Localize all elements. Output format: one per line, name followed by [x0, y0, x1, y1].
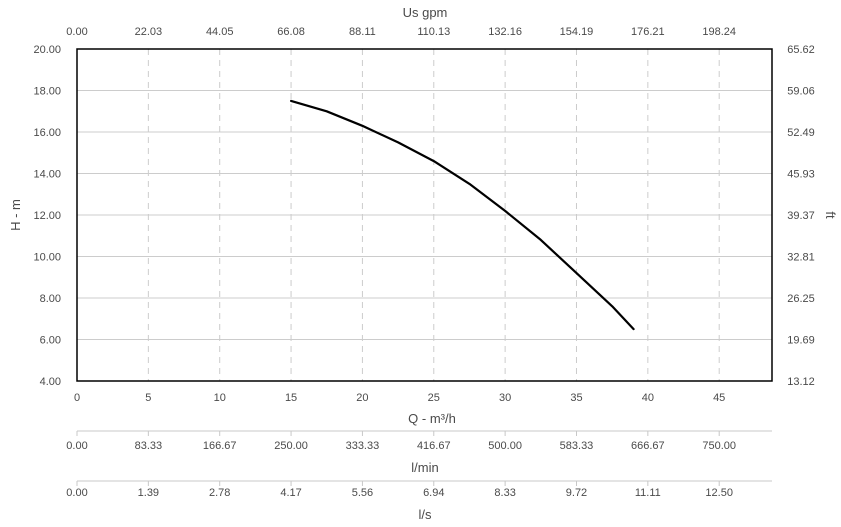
top-tick-label: 88.11	[349, 26, 376, 38]
ls-tick-label: 2.78	[209, 487, 230, 499]
lmin-tick-label: 666.67	[631, 440, 665, 452]
left-tick-label: 20.00	[33, 44, 61, 56]
left-tick-label: 6.00	[40, 335, 61, 347]
top-axis-title: Us gpm	[403, 5, 448, 20]
ls-tick-label: 8.33	[494, 487, 515, 499]
top-tick-label: 154.19	[560, 26, 594, 38]
left-tick-label: 12.00	[33, 210, 61, 222]
lmin-tick-label: 166.67	[203, 440, 237, 452]
bottom-tick-label: 20	[356, 392, 368, 404]
right-axis-ticks: 13.12 19.69 26.25 32.81 39.37 45.93 52.49 59.06…	[787, 44, 815, 388]
right-tick-label: 52.49	[787, 127, 815, 139]
top-tick-label: 110.13	[417, 26, 450, 38]
right-tick-label: 65.62	[787, 44, 815, 56]
lmin-tick-label: 333.33	[346, 440, 380, 452]
lmin-tick-label: 500.00	[488, 440, 522, 452]
bottom-tick-label: 35	[570, 392, 582, 404]
left-axis-ticks: 4.00 6.00 8.00 10.00 12.00 14.00 16.00 18.00 20.…	[33, 44, 61, 388]
ls-tick-label: 4.17	[280, 487, 301, 499]
ls-tick-label: 12.50	[705, 487, 733, 499]
ls-tick-label: 6.94	[423, 487, 444, 499]
bottom-tick-label: 10	[214, 392, 226, 404]
top-tick-label: 198.24	[702, 26, 736, 38]
lmin-axis-ticks: 0.00 83.33 166.67 250.00 333.33 416.67 500.00 5…	[66, 431, 736, 452]
top-tick-label: 132.16	[488, 26, 522, 38]
right-axis-title: ft	[823, 211, 838, 219]
bottom-tick-label: 15	[285, 392, 297, 404]
ls-tick-label: 9.72	[566, 487, 587, 499]
lmin-tick-label: 750.00	[702, 440, 736, 452]
top-axis-ticks: 0.00 22.03 44.05 66.08 88.11 110.13 132.16 154.…	[66, 26, 736, 38]
left-tick-label: 8.00	[40, 293, 61, 305]
top-tick-label: 176.21	[631, 26, 665, 38]
top-tick-label: 0.00	[66, 26, 87, 38]
bottom-tick-label: 40	[642, 392, 654, 404]
lmin-tick-label: 83.33	[135, 440, 163, 452]
right-tick-label: 32.81	[787, 252, 815, 264]
bottom-tick-label: 25	[428, 392, 440, 404]
lmin-tick-label: 250.00	[274, 440, 308, 452]
lmin-tick-label: 0.00	[66, 440, 87, 452]
ls-tick-label: 1.39	[138, 487, 159, 499]
right-tick-label: 59.06	[787, 86, 815, 98]
bottom-tick-label: 0	[74, 392, 80, 404]
bottom-axis-ticks: 0 5 10 15 20 25 30 35 40 45	[74, 392, 725, 404]
left-tick-label: 18.00	[33, 86, 61, 98]
curve-layer	[290, 99, 635, 331]
bottom-tick-label: 30	[499, 392, 511, 404]
left-axis-title: H - m	[8, 199, 23, 231]
left-tick-label: 16.00	[33, 127, 61, 139]
top-tick-label: 66.08	[277, 26, 305, 38]
lmin-tick-label: 583.33	[560, 440, 594, 452]
ls-axis-ticks: 0.00 1.39 2.78 4.17 5.56 6.94 8.33 9.72 11.11 12.…	[66, 481, 733, 499]
plot-frame	[76, 48, 773, 382]
ls-axis-title: l/s	[419, 507, 433, 522]
right-tick-label: 26.25	[787, 293, 815, 305]
ls-tick-label: 11.11	[635, 487, 661, 499]
right-tick-label: 19.69	[787, 335, 815, 347]
left-tick-label: 10.00	[33, 252, 61, 264]
bottom-tick-label: 45	[713, 392, 725, 404]
bottom-tick-label: 5	[145, 392, 151, 404]
bottom-axis-title: Q - m³/h	[408, 411, 456, 426]
right-tick-label: 45.93	[787, 169, 815, 181]
right-tick-label: 39.37	[787, 210, 815, 222]
left-tick-label: 4.00	[40, 376, 61, 388]
left-tick-label: 14.00	[33, 169, 61, 181]
right-tick-label: 13.12	[787, 376, 815, 388]
top-tick-label: 22.03	[135, 26, 163, 38]
lmin-axis-title: l/min	[411, 460, 438, 475]
ls-tick-label: 0.00	[66, 487, 87, 499]
grid-lines	[77, 49, 772, 381]
ls-tick-label: 5.56	[352, 487, 373, 499]
pump-curve-line	[290, 99, 635, 331]
lmin-tick-label: 416.67	[417, 440, 451, 452]
top-tick-label: 44.05	[206, 26, 234, 38]
